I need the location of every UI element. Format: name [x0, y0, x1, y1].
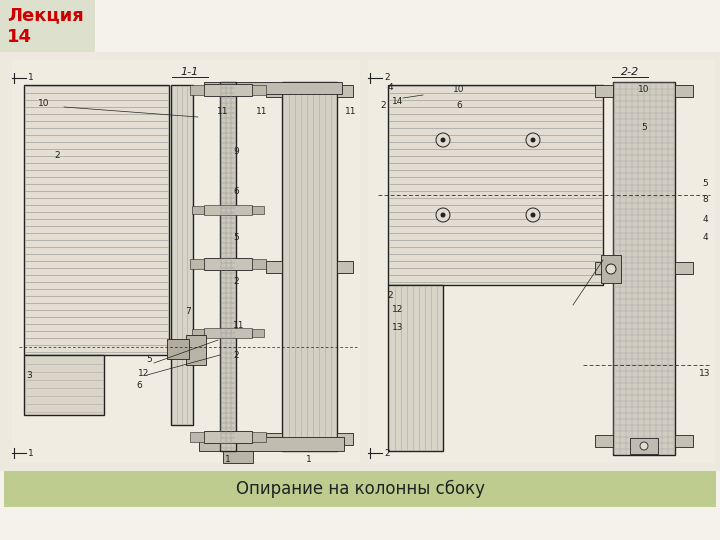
Text: 1: 1	[225, 455, 231, 463]
Text: 8: 8	[702, 195, 708, 205]
Bar	[266, 433, 282, 445]
Text: 5: 5	[641, 123, 647, 132]
Text: 7: 7	[185, 307, 191, 316]
Bar	[252, 259, 266, 269]
Bar	[190, 432, 204, 442]
Text: 6: 6	[136, 381, 142, 389]
Bar	[252, 85, 266, 95]
Bar	[252, 206, 264, 214]
Bar	[4, 471, 716, 507]
Bar	[595, 262, 613, 274]
Bar	[282, 82, 337, 451]
Bar	[266, 261, 282, 273]
Bar	[186, 335, 206, 365]
Bar	[204, 328, 252, 338]
Circle shape	[441, 213, 446, 218]
Circle shape	[526, 208, 540, 222]
Circle shape	[606, 264, 616, 274]
Circle shape	[436, 208, 450, 222]
Bar	[192, 206, 204, 214]
Bar	[675, 262, 693, 274]
Bar	[613, 82, 675, 455]
Bar	[601, 255, 621, 283]
Text: 2: 2	[233, 278, 238, 287]
Text: 2: 2	[387, 291, 393, 300]
Text: 12: 12	[392, 306, 404, 314]
Bar	[252, 329, 264, 337]
Bar	[190, 259, 204, 269]
Text: 5: 5	[146, 355, 152, 364]
Text: 11: 11	[217, 107, 229, 117]
Text: 2: 2	[54, 151, 60, 159]
Text: 11: 11	[233, 321, 245, 329]
Text: 4: 4	[702, 233, 708, 241]
Bar	[388, 85, 603, 285]
Bar	[337, 433, 353, 445]
Text: 10: 10	[638, 85, 649, 94]
Bar	[171, 85, 193, 425]
Text: 1: 1	[306, 455, 312, 463]
Text: 10: 10	[38, 98, 50, 107]
Text: 14: 14	[392, 98, 404, 106]
Bar	[204, 205, 252, 215]
Bar	[266, 85, 282, 97]
Text: 6: 6	[233, 187, 239, 197]
Text: 1: 1	[28, 73, 34, 83]
Bar	[675, 435, 693, 447]
Bar	[595, 85, 613, 97]
Text: 6: 6	[456, 100, 462, 110]
Text: 10: 10	[454, 85, 464, 94]
Circle shape	[526, 133, 540, 147]
Bar	[337, 85, 353, 97]
Circle shape	[436, 133, 450, 147]
Bar	[204, 82, 342, 94]
Text: 4: 4	[702, 215, 708, 225]
Text: 2: 2	[380, 100, 386, 110]
Bar	[630, 438, 658, 454]
Bar	[204, 431, 252, 443]
Text: 1: 1	[28, 449, 34, 457]
Bar	[167, 339, 189, 359]
Bar	[24, 85, 169, 355]
Circle shape	[531, 213, 536, 218]
Bar	[675, 85, 693, 97]
Text: 12: 12	[138, 368, 150, 377]
Bar	[220, 82, 236, 451]
Bar	[337, 261, 353, 273]
Bar	[223, 451, 253, 463]
Circle shape	[531, 138, 536, 143]
Bar	[0, 0, 95, 52]
Bar	[190, 85, 204, 95]
Text: 13: 13	[699, 368, 711, 377]
Text: 2-2: 2-2	[621, 67, 639, 77]
Text: 11: 11	[345, 107, 356, 117]
Bar	[388, 285, 443, 451]
Bar	[252, 432, 266, 442]
Text: 13: 13	[392, 322, 404, 332]
Circle shape	[441, 138, 446, 143]
Bar	[24, 355, 104, 415]
Bar	[204, 84, 252, 96]
Text: 11: 11	[256, 107, 268, 117]
Text: 3: 3	[26, 370, 32, 380]
Text: 5: 5	[702, 179, 708, 188]
Bar	[0, 52, 720, 471]
Text: 2: 2	[384, 449, 390, 457]
Bar	[199, 437, 344, 451]
Text: Опирание на колонны сбоку: Опирание на колонны сбоку	[235, 480, 485, 498]
Text: 2: 2	[384, 73, 390, 83]
Text: 1-1: 1-1	[181, 67, 199, 77]
Bar	[368, 60, 715, 463]
Text: Лекция
14: Лекция 14	[7, 6, 84, 46]
Text: 5: 5	[233, 233, 239, 241]
Text: 4: 4	[387, 84, 393, 92]
Text: 2: 2	[233, 350, 238, 360]
Circle shape	[640, 442, 648, 450]
Bar	[12, 60, 360, 463]
Bar	[204, 258, 252, 270]
Bar	[192, 329, 204, 337]
Text: 9: 9	[233, 147, 239, 157]
Bar	[595, 435, 613, 447]
